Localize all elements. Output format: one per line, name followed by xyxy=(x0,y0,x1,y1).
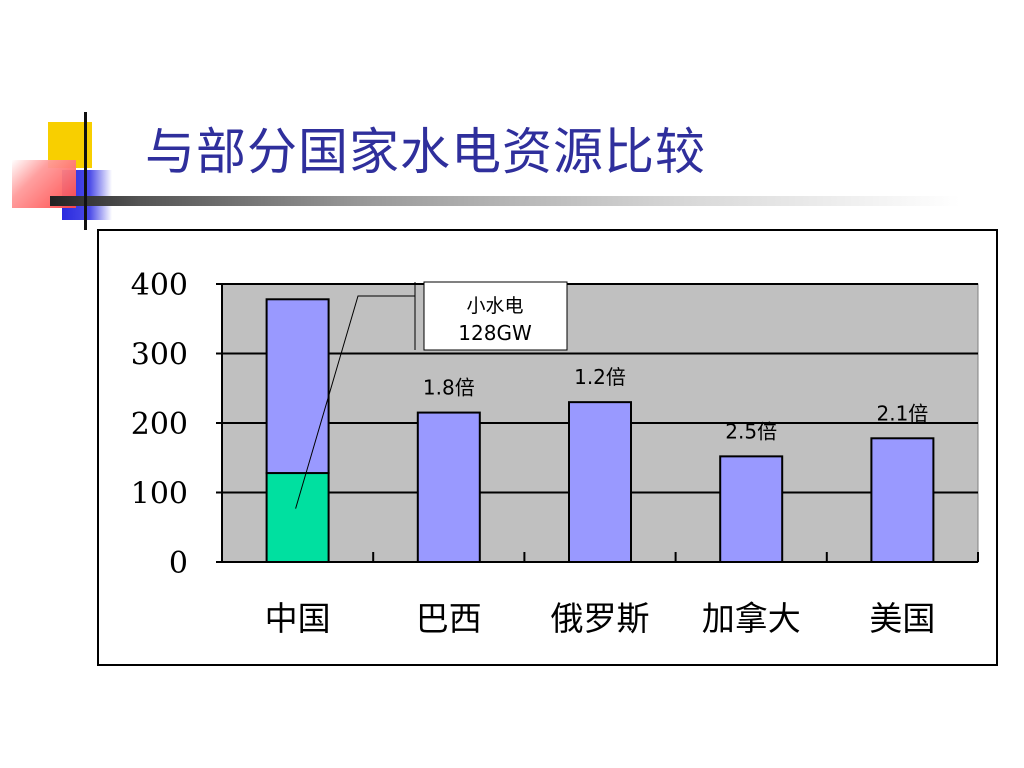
data-label: 1.2倍 xyxy=(574,365,626,389)
y-axis-tick-labels: 0 100 200 300 400 xyxy=(131,268,188,581)
bar xyxy=(870,437,935,564)
callout-value: 128GW xyxy=(458,321,532,345)
callout-leader-line xyxy=(295,295,415,509)
data-label: 2.1倍 xyxy=(876,401,928,425)
x-category-label: 加拿大 xyxy=(702,599,801,638)
data-label: 1.8倍 xyxy=(423,376,475,400)
y-tick-label: 0 xyxy=(169,546,188,581)
callout-title: 小水电 xyxy=(466,295,523,317)
bar xyxy=(719,455,784,563)
slide-title: 与部分国家水电资源比较 xyxy=(145,123,706,181)
bar xyxy=(568,401,632,563)
y-tick-label: 300 xyxy=(131,338,188,373)
x-category-label: 中国 xyxy=(265,599,331,638)
x-axis-category-labels: 中国 巴西 俄罗斯 加拿大 美国 xyxy=(265,599,936,638)
x-category-label: 俄罗斯 xyxy=(551,599,650,638)
y-tick-label: 400 xyxy=(131,268,188,303)
x-category-label: 巴西 xyxy=(416,599,482,638)
bars xyxy=(265,298,935,564)
y-tick-label: 200 xyxy=(131,407,188,442)
data-label: 2.5倍 xyxy=(725,419,777,443)
callout: 小水电 128GW xyxy=(295,281,568,509)
axes xyxy=(216,283,979,563)
logo-vertical-rule xyxy=(84,112,87,230)
x-category-label: 美国 xyxy=(869,599,935,638)
data-labels: 1.8倍 1.2倍 2.5倍 2.1倍 xyxy=(423,365,928,443)
callout-box xyxy=(423,281,568,351)
corner-logo-decoration xyxy=(0,0,1024,240)
bar xyxy=(265,472,330,564)
title-underline-rule xyxy=(50,196,960,206)
y-tick-label: 100 xyxy=(131,477,188,512)
bar xyxy=(416,411,481,564)
bar xyxy=(265,298,330,475)
